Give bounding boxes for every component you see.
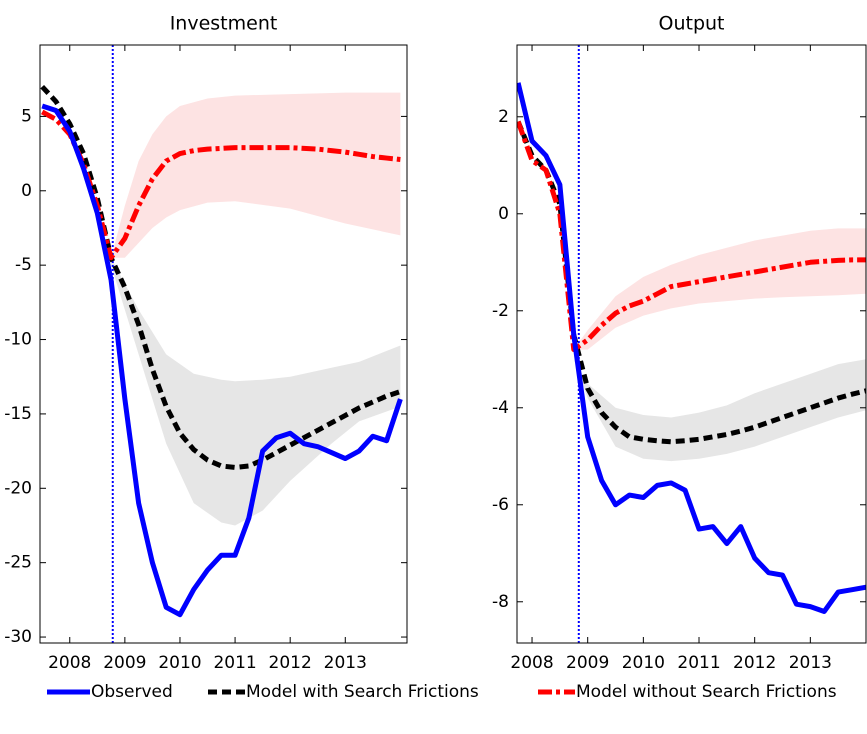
x-tick-label: 2010 bbox=[158, 653, 201, 673]
y-tick-label: -8 bbox=[492, 592, 509, 612]
y-tick-label: -2 bbox=[492, 301, 509, 321]
plot-frame bbox=[516, 44, 867, 644]
x-tick-label: 2008 bbox=[510, 653, 553, 673]
plot-area bbox=[40, 45, 403, 643]
x-tick-label: 2009 bbox=[103, 653, 146, 673]
confidence-band bbox=[111, 257, 401, 526]
x-tick-label: 2010 bbox=[622, 653, 665, 673]
y-tick-label: -6 bbox=[492, 495, 509, 515]
series-line bbox=[517, 120, 866, 445]
x-tick-label: 2012 bbox=[269, 653, 312, 673]
series-line bbox=[41, 103, 403, 618]
plot-area bbox=[517, 45, 866, 643]
x-tick-label: 2013 bbox=[324, 653, 367, 673]
x-tick-label: 2013 bbox=[789, 653, 832, 673]
y-tick-label: 5 bbox=[21, 106, 32, 126]
y-tick-label: -15 bbox=[4, 404, 32, 424]
x-tick-label: 2011 bbox=[213, 653, 256, 673]
plot-frame bbox=[39, 44, 408, 644]
legend-label: Model with Search Frictions bbox=[246, 682, 479, 702]
y-tick-label: -30 bbox=[4, 627, 32, 647]
y-tick-label: -20 bbox=[4, 478, 32, 498]
y-tick-label: 2 bbox=[498, 107, 509, 127]
x-tick-label: 2011 bbox=[677, 653, 720, 673]
y-tick-label: 0 bbox=[498, 204, 509, 224]
x-tick-label: 2012 bbox=[733, 653, 776, 673]
y-tick-label: -5 bbox=[15, 255, 32, 275]
confidence-band bbox=[573, 359, 866, 462]
y-tick-label: -4 bbox=[492, 398, 509, 418]
confidence-band bbox=[111, 92, 401, 258]
legend-label: Model without Search Frictions bbox=[576, 682, 837, 702]
x-tick-label: 2009 bbox=[566, 653, 609, 673]
chart-title: Output bbox=[659, 13, 725, 35]
y-tick-label: -25 bbox=[4, 553, 32, 573]
y-tick-label: 0 bbox=[21, 181, 32, 201]
x-tick-label: 2008 bbox=[48, 653, 91, 673]
series-line bbox=[517, 82, 866, 614]
chart-title: Investment bbox=[170, 13, 278, 35]
legend-label: Observed bbox=[91, 682, 173, 702]
confidence-band bbox=[573, 228, 866, 350]
y-tick-label: -10 bbox=[4, 330, 32, 350]
